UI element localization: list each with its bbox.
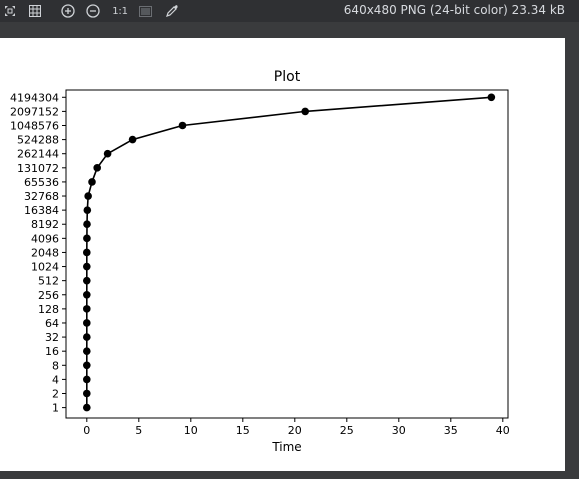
data-point <box>83 389 91 398</box>
x-tick-label: 35 <box>444 424 458 437</box>
y-tick-label: 16 <box>45 345 59 358</box>
color-picker-icon[interactable] <box>163 1 181 21</box>
y-tick-label: 64 <box>45 317 59 330</box>
data-point <box>88 178 96 186</box>
y-tick-label: 1 <box>52 402 59 415</box>
data-point <box>83 319 91 327</box>
y-tick-label: 256 <box>38 289 59 302</box>
chart-title: Plot <box>274 69 301 85</box>
viewer-toolbar: 1:1 640x480 PNG (24-bit color) 23.34 kB <box>0 0 579 22</box>
data-point <box>128 135 137 144</box>
data-point <box>83 290 91 299</box>
y-tick-label: 524288 <box>17 134 59 147</box>
x-tick-label: 25 <box>340 424 354 437</box>
x-tick-label: 40 <box>496 424 510 437</box>
grid-icon[interactable] <box>27 1 43 21</box>
y-tick-label: 1048576 <box>10 119 59 132</box>
y-tick-label: 8 <box>52 359 59 372</box>
fit-to-window-icon[interactable] <box>2 1 18 21</box>
series-line <box>86 96 492 408</box>
data-point <box>83 262 91 271</box>
y-tick-label: 262144 <box>17 148 59 161</box>
data-point <box>83 220 91 229</box>
y-tick-label: 4194304 <box>10 91 59 104</box>
x-tick-label: 15 <box>236 424 250 437</box>
data-point <box>487 93 496 102</box>
data-point <box>83 234 91 243</box>
y-tick-label: 32768 <box>24 190 59 203</box>
zoom-out-icon[interactable] <box>84 1 102 21</box>
data-point <box>83 206 92 214</box>
y-tick-label: 16384 <box>24 204 59 217</box>
x-tick-label: 10 <box>184 424 198 437</box>
actual-size-icon[interactable]: 1:1 <box>109 1 131 21</box>
vertical-scrollbar[interactable] <box>565 22 579 479</box>
data-point <box>83 347 91 355</box>
data-point <box>83 248 91 257</box>
y-tick-label: 32 <box>45 331 59 344</box>
y-tick-label: 128 <box>38 303 59 316</box>
data-point <box>178 121 187 130</box>
data-point <box>84 192 92 200</box>
actual-size-label: 1:1 <box>112 5 128 17</box>
image-info: 640x480 PNG (24-bit color) 23.34 kB <box>343 3 565 17</box>
y-tick-label: 512 <box>38 275 59 288</box>
data-point <box>103 149 112 158</box>
data-point <box>83 403 91 412</box>
y-tick-label: 65536 <box>24 176 59 189</box>
data-point <box>93 164 101 172</box>
y-tick-label: 8192 <box>31 218 59 231</box>
background-icon[interactable] <box>137 1 153 21</box>
x-axis-label: Time <box>271 440 301 454</box>
data-point <box>301 107 310 116</box>
data-point <box>83 276 91 285</box>
y-tick-label: 1024 <box>31 261 59 274</box>
x-tick-label: 5 <box>135 424 142 437</box>
y-tick-label: 131072 <box>17 162 59 175</box>
data-point <box>83 305 91 313</box>
plot-figure: Plot Time 0 5 10 15 20 25 30 35 40 1 248163264128256… <box>10 69 510 454</box>
image-canvas: Plot Time 0 5 10 15 20 25 30 35 40 1 2 4 8 16 32 64 128 256… <box>0 38 565 471</box>
y-tick-label: 4 <box>52 373 59 386</box>
x-tick-label: 30 <box>392 424 406 437</box>
y-tick-label: 4096 <box>31 232 59 245</box>
x-tick-label: 0 <box>83 424 90 437</box>
plot-area <box>65 89 509 419</box>
y-tick-label: 2097152 <box>10 105 59 118</box>
y-tick-label: 2 <box>52 387 59 400</box>
data-point <box>83 361 91 370</box>
data-point <box>83 375 91 384</box>
zoom-in-icon[interactable] <box>59 1 77 21</box>
data-point <box>83 333 91 341</box>
y-tick-label: 2048 <box>31 246 59 259</box>
x-tick-label: 20 <box>288 424 302 437</box>
